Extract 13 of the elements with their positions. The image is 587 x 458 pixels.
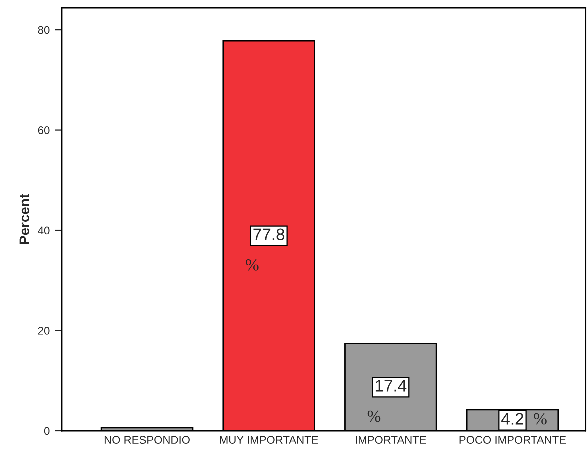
y-tick-label: 20 bbox=[38, 327, 50, 335]
x-tick-label: MUY IMPORTANTE bbox=[220, 436, 318, 444]
x-tick-label: POCO IMPORTANTE bbox=[460, 436, 566, 444]
x-tick-label: NO RESPONDIO bbox=[104, 436, 190, 444]
y-tick-label: 60 bbox=[38, 126, 50, 134]
y-tick-label: 40 bbox=[38, 226, 50, 235]
y-axis-title: Percent bbox=[20, 194, 30, 244]
data-label: 77.8 % bbox=[246, 228, 285, 271]
data-label: 17.4 % bbox=[368, 380, 407, 422]
y-tick-label: 0 bbox=[44, 427, 50, 436]
data-label: 4.2 % bbox=[502, 413, 547, 425]
y-tick-label: 80 bbox=[38, 26, 50, 34]
x-tick-label: IMPORTANTE bbox=[356, 436, 426, 444]
